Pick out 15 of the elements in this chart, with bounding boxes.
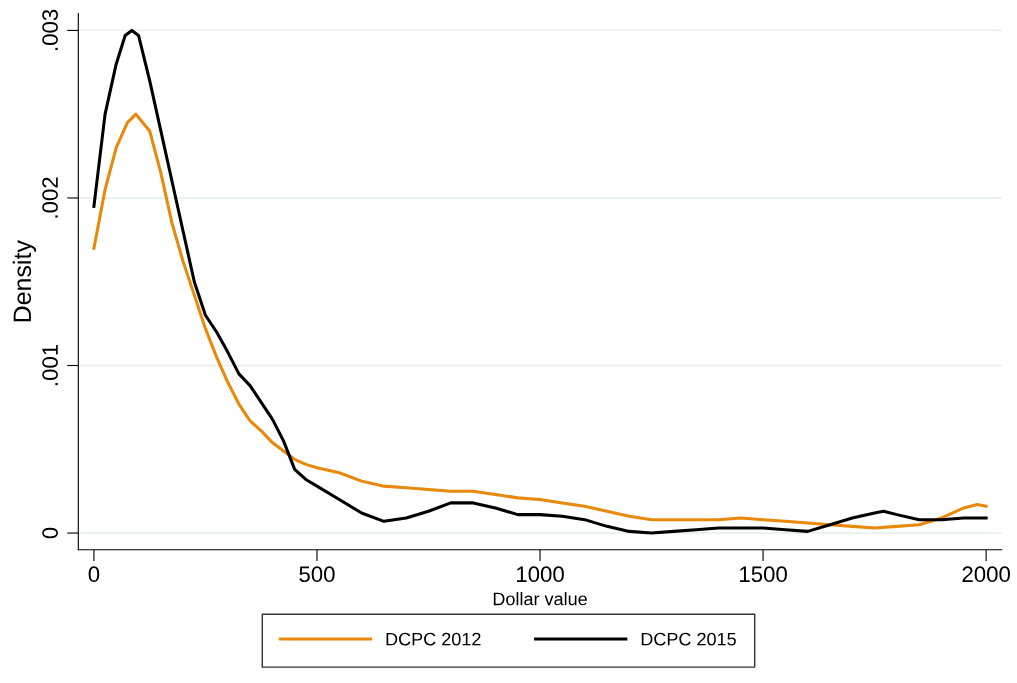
legend-label: DCPC 2015 (641, 632, 736, 646)
y-axis-title: Density (12, 240, 37, 322)
x-tick-label: 500 (299, 566, 335, 583)
y-tick-label: .001 (42, 344, 58, 386)
y-tick-label: 0 (42, 527, 58, 539)
x-tick-label: 1000 (517, 566, 564, 583)
x-tick-label: 1500 (740, 566, 787, 583)
y-tick-label: .003 (42, 9, 58, 51)
legend-label: DCPC 2012 (386, 632, 481, 646)
line-series (92, 112, 988, 530)
x-tick-label: 0 (88, 566, 100, 583)
line-series (92, 28, 988, 535)
x-tick-label: 2000 (962, 566, 1010, 583)
y-tick-label: .002 (42, 177, 58, 218)
x-axis-title: Dollar value (493, 592, 587, 606)
